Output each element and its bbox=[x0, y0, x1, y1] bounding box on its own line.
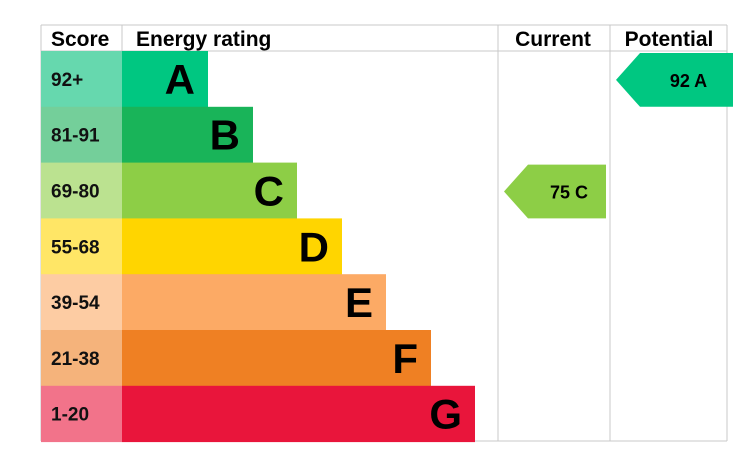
score-cell bbox=[41, 106, 122, 164]
score-cell bbox=[41, 51, 122, 108]
rating-bar bbox=[122, 330, 431, 387]
score-cell bbox=[41, 162, 122, 219]
band-a: 92+ A bbox=[41, 51, 208, 108]
score-cell bbox=[41, 330, 122, 387]
rating-bar bbox=[122, 385, 475, 443]
score-range: 1-20 bbox=[51, 405, 89, 426]
score-range: 92+ bbox=[51, 70, 83, 91]
rating-bar bbox=[122, 274, 386, 331]
rating-bar bbox=[122, 51, 208, 108]
rating-letter: F bbox=[392, 335, 418, 382]
header-score: Score bbox=[51, 28, 109, 51]
header-potential: Potential bbox=[625, 28, 714, 51]
score-range: 21-38 bbox=[51, 349, 100, 370]
rating-arrows: 75 C 92 A bbox=[504, 53, 733, 219]
current-arrow-shape bbox=[504, 164, 606, 219]
potential-arrow-shape bbox=[616, 53, 733, 107]
rating-letter: E bbox=[345, 279, 373, 326]
rating-bar bbox=[122, 218, 342, 275]
header-current: Current bbox=[515, 28, 591, 51]
header-row: Score Energy rating Current Potential bbox=[51, 28, 713, 51]
band-e: 39-54 E bbox=[41, 274, 386, 331]
rating-letter: B bbox=[210, 112, 240, 159]
score-range: 69-80 bbox=[51, 182, 100, 203]
rating-letter: C bbox=[254, 168, 284, 215]
score-cell bbox=[41, 385, 122, 443]
score-cell bbox=[41, 218, 122, 275]
potential-rating-arrow: 92 A bbox=[616, 53, 733, 107]
rating-letter: G bbox=[429, 391, 462, 438]
current-arrow-label: 75 C bbox=[550, 183, 588, 203]
potential-arrow-label: 92 A bbox=[670, 71, 707, 91]
band-d: 55-68 D bbox=[41, 218, 342, 275]
rating-letter: A bbox=[165, 56, 195, 103]
rating-bar bbox=[122, 106, 253, 164]
band-c: 69-80 C bbox=[41, 162, 297, 219]
score-range: 81-91 bbox=[51, 126, 100, 147]
band-b: 81-91 B bbox=[41, 106, 253, 164]
rating-bar bbox=[122, 162, 297, 219]
band-f: 21-38 F bbox=[41, 330, 431, 387]
score-cell bbox=[41, 274, 122, 331]
score-range: 55-68 bbox=[51, 237, 100, 258]
rating-bands: 92+ A 81-91 B 69-80 C 55-68 D 39-54 E 21-38 F 1-20 G bbox=[41, 51, 475, 443]
header-energy-rating: Energy rating bbox=[136, 28, 271, 51]
score-range: 39-54 bbox=[51, 293, 100, 314]
current-rating-arrow: 75 C bbox=[504, 164, 606, 219]
band-g: 1-20 G bbox=[41, 385, 475, 443]
rating-letter: D bbox=[299, 223, 329, 270]
